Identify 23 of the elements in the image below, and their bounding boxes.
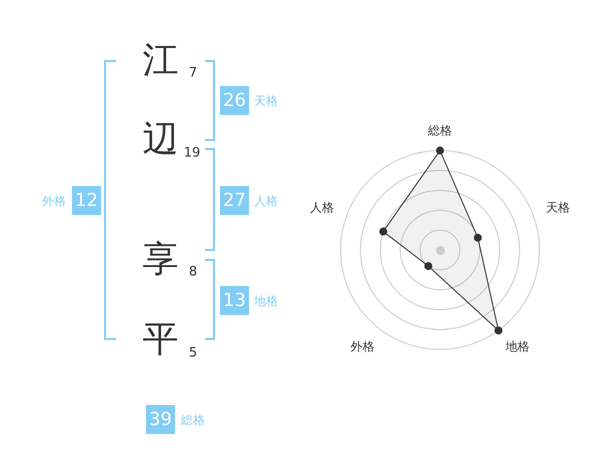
text: 7 (188, 66, 198, 80)
text: 12 (72, 186, 101, 215)
text: 天格 (254, 94, 278, 108)
spoke-label: 人格 (310, 200, 334, 214)
spoke-label: 外格 (350, 339, 374, 354)
text: 総格 (181, 413, 205, 427)
text: 39 (146, 405, 175, 434)
text: 8 (188, 264, 198, 280)
text: 江 (142, 40, 178, 81)
spoke-label: 天格 (546, 200, 570, 214)
text: 享 (142, 239, 178, 280)
text: 27 (220, 186, 249, 215)
text: 5 (188, 346, 198, 360)
text: 外格 (42, 194, 66, 208)
text: 13 (220, 286, 249, 315)
spoke-label: 総格 (427, 123, 452, 138)
text: 辺 (142, 119, 178, 160)
text: 26 (220, 86, 249, 115)
text: 19 (184, 146, 200, 160)
spoke-label: 地格 (504, 339, 530, 354)
text: 地格 (254, 294, 278, 308)
text: 人格 (254, 194, 278, 208)
text: 平 (142, 319, 178, 360)
